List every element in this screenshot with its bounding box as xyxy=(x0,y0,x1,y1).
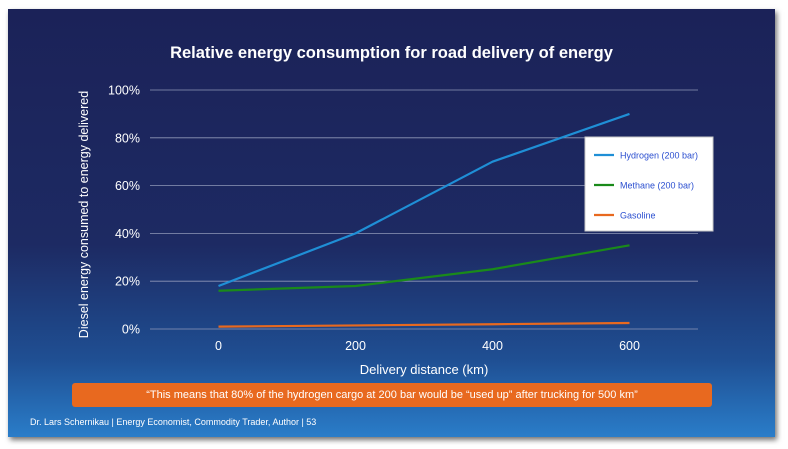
series-line xyxy=(218,244,630,292)
quote-banner: “This means that 80% of the hydrogen car… xyxy=(72,383,712,407)
footer-credit: Dr. Lars Schernikau | Energy Economist, … xyxy=(30,417,317,427)
y-axis-label: Diesel energy consumed to energy deliver… xyxy=(77,91,91,338)
chart-title: Relative energy consumption for road del… xyxy=(170,44,613,62)
y-tick-label: 40% xyxy=(115,227,140,241)
y-tick-label: 100% xyxy=(108,84,140,98)
x-tick-label: 0 xyxy=(215,339,222,353)
slide: Relative energy consumption for road del… xyxy=(8,9,775,437)
legend-label: Hydrogen (200 bar) xyxy=(620,151,698,161)
line-chart: 0% 20% 40% 60% 80% 100% 0 200 400 600 Delivery dis… xyxy=(77,84,714,377)
x-tick-label: 600 xyxy=(619,339,640,353)
series-line xyxy=(218,321,630,328)
x-axis-label: Delivery distance (km) xyxy=(360,362,489,377)
x-tick-label: 400 xyxy=(482,339,503,353)
legend-label: Gasoline xyxy=(620,211,656,221)
y-tick-label: 60% xyxy=(115,179,140,193)
y-tick-label: 20% xyxy=(115,275,140,289)
legend-label: Methane (200 bar) xyxy=(620,181,694,191)
y-tick-label: 80% xyxy=(115,131,140,145)
x-tick-label: 200 xyxy=(345,339,366,353)
y-tick-label: 0% xyxy=(122,323,140,337)
series-line xyxy=(218,112,630,288)
